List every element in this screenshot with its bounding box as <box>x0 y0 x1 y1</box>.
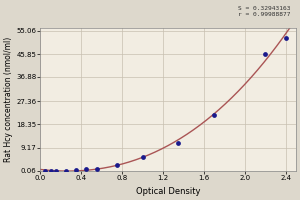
Point <box>64 169 68 172</box>
Point <box>43 169 48 173</box>
Point <box>115 163 119 166</box>
Point <box>84 168 89 171</box>
Point <box>283 37 288 40</box>
Point <box>263 52 268 55</box>
Point <box>94 167 99 170</box>
Point <box>74 168 79 172</box>
Point <box>176 141 181 145</box>
Point <box>212 113 217 117</box>
Point <box>48 169 53 173</box>
X-axis label: Optical Density: Optical Density <box>136 187 200 196</box>
Y-axis label: Rat Hcy concentration (nmol/ml): Rat Hcy concentration (nmol/ml) <box>4 37 13 162</box>
Point <box>53 169 58 172</box>
Text: S = 0.32943163
r = 0.99988877: S = 0.32943163 r = 0.99988877 <box>238 6 291 17</box>
Point <box>140 155 145 159</box>
